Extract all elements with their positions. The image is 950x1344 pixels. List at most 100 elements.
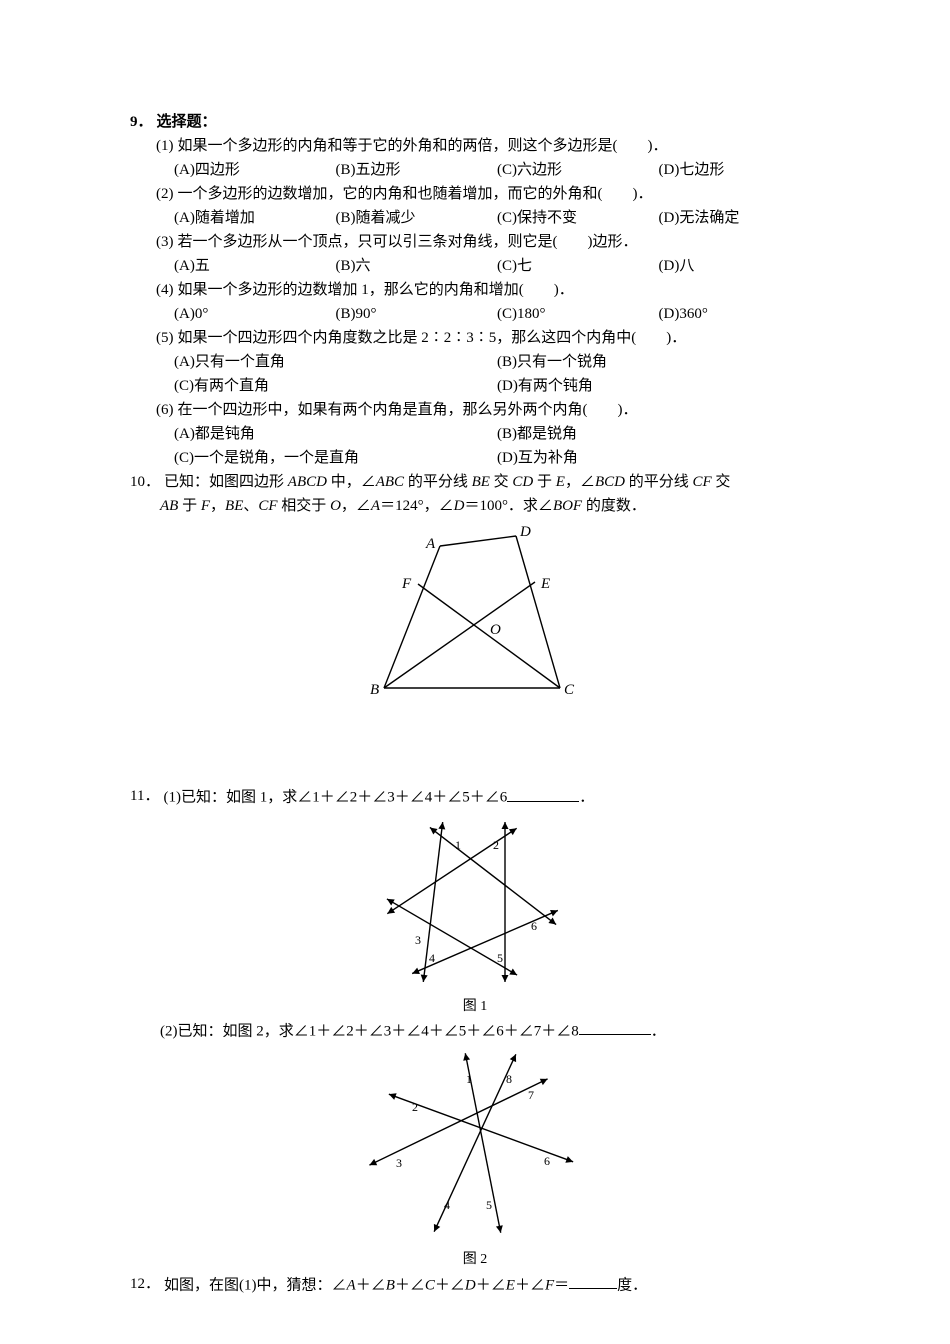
- q9-1-a: (A)四边形: [174, 158, 336, 182]
- q11-fig2: 12345678: [130, 1049, 820, 1247]
- q9-1-opts: (A)四边形 (B)五边形 (C)六边形 (D)七边形: [130, 158, 820, 182]
- svg-text:8: 8: [506, 1072, 512, 1086]
- q9-3: (3) 若一个多边形从一个顶点，只可以引三条对角线，则它是( )边形．: [130, 230, 820, 254]
- svg-text:2: 2: [412, 1100, 418, 1114]
- svg-text:2: 2: [493, 838, 499, 852]
- t: 相交于: [278, 498, 331, 514]
- q11-svg1: 123456: [375, 816, 575, 986]
- bof: BOF: [553, 498, 582, 514]
- svg-text:A: A: [425, 536, 436, 552]
- q11-p1: (1)已知：如图 1，求∠1＋∠2＋∠3＋∠4＋∠5＋∠6．: [163, 784, 820, 810]
- q9-3-c: (C)七: [497, 254, 659, 278]
- svg-text:F: F: [401, 576, 412, 592]
- spacer: [130, 714, 820, 784]
- t: ＝124°，∠: [380, 498, 454, 514]
- o: O: [330, 498, 341, 514]
- q9-4-opts: (A)0° (B)90° (C)180° (D)360°: [130, 302, 820, 326]
- t: 的平分线: [404, 474, 472, 490]
- t: 于: [533, 474, 556, 490]
- t: 于: [178, 498, 201, 514]
- q9-6-a: (A)都是钝角: [174, 422, 497, 446]
- t: ＋∠: [515, 1277, 545, 1293]
- q9-1-num: (1): [156, 134, 174, 158]
- page: 9． 选择题： (1) 如果一个多边形的内角和等于它的外角和的两倍，则这个多边形…: [0, 0, 950, 1344]
- q9-1-c: (C)六边形: [497, 158, 659, 182]
- q9-1-d: (D)七边形: [659, 158, 821, 182]
- t: ＋∠: [435, 1277, 465, 1293]
- q9-5-c: (C)有两个直角: [174, 374, 497, 398]
- svg-text:C: C: [564, 682, 575, 698]
- q9-6: (6) 在一个四边形中，如果有两个内角是直角，那么另外两个内角( )．: [130, 398, 820, 422]
- blank: [569, 1272, 617, 1290]
- t: ，: [210, 498, 225, 514]
- q9-2-d: (D)无法确定: [659, 206, 821, 230]
- C: C: [425, 1277, 435, 1293]
- svg-text:6: 6: [544, 1154, 550, 1168]
- q9-2-num: (2): [156, 182, 174, 206]
- q10-stem1: 已知：如图四边形 ABCD 中，∠ABC 的平分线 BE 交 CD 于 E，∠B…: [164, 470, 820, 494]
- svg-text:4: 4: [444, 1198, 450, 1212]
- svg-text:E: E: [540, 576, 550, 592]
- q9-4-b: (B)90°: [336, 302, 498, 326]
- q9-5-opts2: (C)有两个直角 (D)有两个钝角: [130, 374, 820, 398]
- q9-4-d: (D)360°: [659, 302, 821, 326]
- q9-3-d: (D)八: [659, 254, 821, 278]
- svg-text:1: 1: [466, 1072, 472, 1086]
- q9-1-stem: 如果一个多边形的内角和等于它的外角和的两倍，则这个多边形是( )．: [178, 134, 821, 158]
- q9-2: (2) 一个多边形的边数增加，它的内角和也随着增加，而它的外角和( )．: [130, 182, 820, 206]
- q9-5-d: (D)有两个钝角: [497, 374, 820, 398]
- t: 中，∠: [327, 474, 376, 490]
- q10-stem2: AB 于 F，BE、CF 相交于 O，∠A＝124°，∠D＝100°．求∠BOF…: [130, 494, 820, 518]
- q11-cap2: 图 2: [130, 1249, 820, 1271]
- d: D: [454, 498, 465, 514]
- B: B: [386, 1277, 395, 1293]
- t: ，∠: [341, 498, 371, 514]
- q9-4: (4) 如果一个多边形的边数增加 1，那么它的内角和增加( )．: [130, 278, 820, 302]
- q9-5-a: (A)只有一个直角: [174, 350, 497, 374]
- svg-text:1: 1: [455, 838, 461, 852]
- t: 、: [243, 498, 258, 514]
- q12-stem: 如图，在图(1)中，猜想：∠A＋∠B＋∠C＋∠D＋∠E＋∠F＝度．: [164, 1272, 820, 1298]
- q9-1: (1) 如果一个多边形的内角和等于它的外角和的两倍，则这个多边形是( )．: [130, 134, 820, 158]
- q9-5-num: (5): [156, 326, 174, 350]
- be2: BE: [225, 498, 243, 514]
- q10-number: 10．: [130, 470, 160, 494]
- svg-text:O: O: [490, 622, 501, 638]
- q9-3-b: (B)六: [336, 254, 498, 278]
- q10-figure: ADEFOBC: [130, 524, 820, 712]
- q9-5-b: (B)只有一个锐角: [497, 350, 820, 374]
- q10-line1: 10． 已知：如图四边形 ABCD 中，∠ABC 的平分线 BE 交 CD 于 …: [130, 470, 820, 494]
- svg-text:B: B: [370, 682, 379, 698]
- q9-6-d: (D)互为补角: [497, 446, 820, 470]
- q9-5-opts1: (A)只有一个直角 (B)只有一个锐角: [130, 350, 820, 374]
- bcd: BCD: [595, 474, 625, 490]
- blank: [507, 784, 579, 802]
- t: ＋∠: [476, 1277, 506, 1293]
- q9-5: (5) 如果一个四边形四个内角度数之比是 2∶2∶3∶5，那么这四个内角中( )…: [130, 326, 820, 350]
- t: 的度数．: [582, 498, 646, 514]
- blank: [579, 1018, 651, 1036]
- q11-number: 11．: [130, 784, 159, 810]
- A: A: [347, 1277, 356, 1293]
- q12-line: 12． 如图，在图(1)中，猜想：∠A＋∠B＋∠C＋∠D＋∠E＋∠F＝度．: [130, 1272, 820, 1298]
- t: ＝: [554, 1277, 569, 1293]
- q9-6-stem: 在一个四边形中，如果有两个内角是直角，那么另外两个内角( )．: [178, 398, 821, 422]
- F: F: [545, 1277, 554, 1293]
- svg-text:5: 5: [486, 1198, 492, 1212]
- t: 度．: [617, 1277, 647, 1293]
- q9-4-stem: 如果一个多边形的边数增加 1，那么它的内角和增加( )．: [178, 278, 821, 302]
- q9-6-c: (C)一个是锐角，一个是直角: [174, 446, 497, 470]
- q9-2-c: (C)保持不变: [497, 206, 659, 230]
- q11-p1-text: (1)已知：如图 1，求∠1＋∠2＋∠3＋∠4＋∠5＋∠6: [163, 790, 507, 806]
- t: 如图，在图(1)中，猜想：∠: [164, 1277, 347, 1293]
- svg-text:4: 4: [429, 951, 435, 965]
- a: A: [371, 498, 380, 514]
- q9-3-a: (A)五: [174, 254, 336, 278]
- q11-p2-text: (2)已知：如图 2，求∠1＋∠2＋∠3＋∠4＋∠5＋∠6＋∠7＋∠8: [160, 1023, 579, 1039]
- q9-title: 选择题：: [157, 110, 820, 134]
- q9-line: 9． 选择题：: [130, 110, 820, 134]
- q11-svg2: 12345678: [360, 1049, 590, 1239]
- abc: ABC: [376, 474, 404, 490]
- q11-cap1: 图 1: [130, 996, 820, 1018]
- q11-p2: (2)已知：如图 2，求∠1＋∠2＋∠3＋∠4＋∠5＋∠6＋∠7＋∠8．: [130, 1018, 820, 1044]
